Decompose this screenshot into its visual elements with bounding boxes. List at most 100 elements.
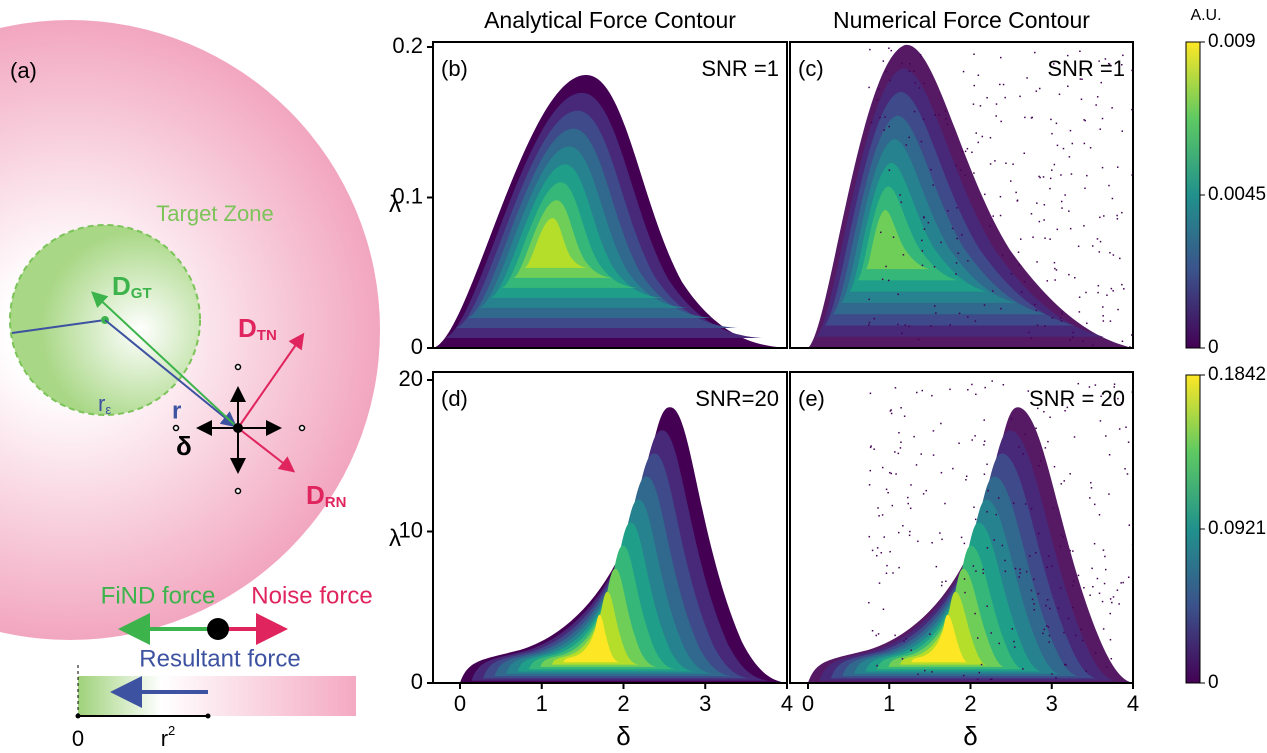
speckle	[972, 103, 975, 105]
colorbar	[1185, 374, 1201, 684]
speckle	[881, 466, 884, 469]
speckle	[1064, 409, 1066, 412]
dgt-label: DGT	[112, 271, 152, 302]
speckle	[1015, 191, 1017, 194]
speckle	[885, 70, 888, 73]
speckle	[947, 210, 949, 212]
speckle	[955, 273, 957, 275]
speckle	[1051, 132, 1053, 135]
radius-line	[11, 319, 106, 334]
speckle	[1013, 640, 1015, 643]
x-tick-label: 3	[699, 691, 711, 716]
panel-label: (b)	[441, 56, 468, 81]
speckle	[900, 201, 903, 203]
speckle	[887, 491, 889, 494]
speckle	[909, 530, 911, 533]
speckle	[1062, 147, 1065, 150]
speckle	[1032, 236, 1034, 238]
speckle	[1066, 54, 1069, 57]
speckle	[892, 572, 894, 574]
speckle	[1038, 87, 1041, 90]
speckle	[1036, 202, 1038, 204]
speckle	[1068, 156, 1071, 158]
speckle	[1106, 294, 1108, 296]
speckle	[890, 412, 893, 415]
speckle	[885, 265, 887, 268]
contour-level	[540, 568, 657, 667]
speckle	[1071, 142, 1074, 145]
speckle	[995, 513, 997, 516]
contour-level	[552, 591, 639, 665]
annotation: SNR =1	[1047, 56, 1125, 81]
speckle	[938, 114, 941, 116]
speckle	[1024, 433, 1026, 436]
speckle	[923, 82, 925, 85]
speckle	[986, 605, 988, 607]
speckle	[1049, 187, 1051, 190]
speckle	[1120, 391, 1122, 394]
speckle	[1060, 534, 1063, 536]
speckle	[881, 514, 884, 516]
speckle	[1102, 315, 1104, 317]
speckle	[905, 638, 907, 640]
speckle	[1084, 119, 1086, 122]
speckle	[995, 103, 998, 105]
annotation: SNR=20	[695, 386, 779, 411]
speckle	[1072, 584, 1074, 587]
speckle	[1085, 670, 1087, 672]
speckle	[986, 463, 988, 466]
speckle	[1069, 473, 1071, 475]
speckle	[1046, 599, 1049, 601]
speckle	[1074, 276, 1076, 279]
speckle	[1016, 199, 1019, 202]
speckle	[1023, 281, 1026, 283]
speckle	[933, 266, 936, 268]
speckle	[1027, 390, 1030, 392]
speckle	[889, 550, 891, 553]
speckle	[1098, 514, 1101, 516]
speckle	[908, 325, 910, 328]
speckle	[1116, 218, 1119, 220]
speckle	[1081, 639, 1084, 642]
speckle	[1051, 317, 1054, 319]
speckle	[957, 252, 960, 255]
contour-level	[563, 614, 620, 663]
speckle	[986, 547, 989, 549]
speckle	[1049, 416, 1051, 419]
speckle	[1043, 219, 1045, 221]
x-tick-label: 4	[781, 691, 793, 716]
speckle	[921, 250, 924, 252]
speckle	[888, 47, 890, 49]
speckle	[1030, 589, 1033, 592]
speckle	[1121, 340, 1124, 343]
speckle	[1083, 119, 1085, 121]
speckle	[986, 511, 988, 513]
speckle	[908, 534, 911, 537]
speckle	[1018, 576, 1020, 578]
speckle	[1122, 54, 1124, 57]
speckle	[989, 136, 992, 139]
speckle	[871, 629, 874, 632]
speckle	[1109, 612, 1111, 615]
speckle	[1056, 144, 1059, 147]
speckle	[897, 323, 899, 326]
speckle	[967, 316, 969, 318]
speckle	[934, 114, 936, 116]
speckle	[964, 150, 967, 153]
speckle	[1025, 570, 1028, 573]
speckle	[1061, 313, 1063, 315]
speckle	[908, 136, 910, 139]
speckle	[898, 566, 900, 569]
speckle	[877, 87, 880, 90]
speckle	[973, 53, 975, 55]
speckle	[889, 410, 892, 412]
speckle	[967, 260, 969, 262]
speckle	[881, 278, 884, 281]
speckle	[1029, 555, 1031, 557]
drn-vector	[237, 427, 296, 473]
speckle	[1050, 118, 1052, 121]
speckle	[1004, 570, 1007, 573]
target-zone-label: Target Zone	[156, 201, 273, 226]
speckle	[1101, 600, 1104, 603]
label-sub: ε	[105, 402, 111, 417]
